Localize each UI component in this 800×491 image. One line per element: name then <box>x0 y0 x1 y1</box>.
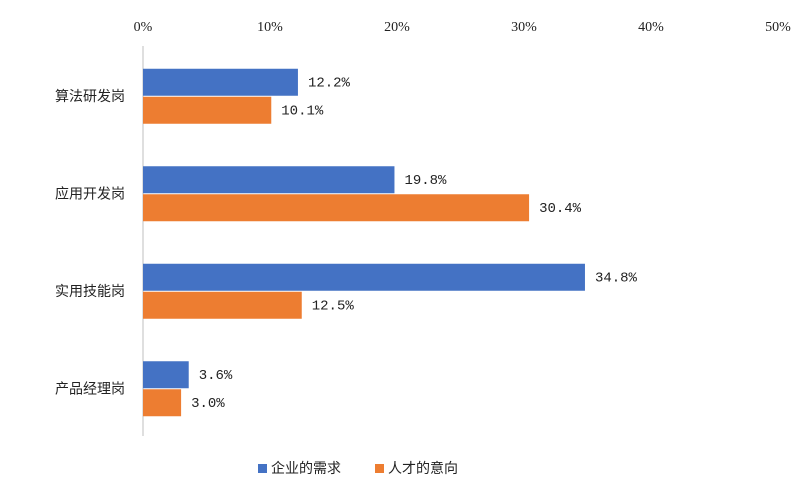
bar <box>143 361 189 389</box>
x-tick-label: 50% <box>765 20 791 35</box>
bar <box>143 194 530 222</box>
bar <box>143 291 302 319</box>
data-label: 3.0% <box>191 396 225 412</box>
bar <box>143 96 272 124</box>
bar <box>143 166 395 194</box>
x-tick-label: 40% <box>638 20 664 35</box>
y-tick-label: 算法研发岗 <box>55 89 125 105</box>
y-tick-label: 产品经理岗 <box>55 381 125 397</box>
legend-label: 人才的意向 <box>388 460 458 477</box>
data-label: 34.8% <box>595 270 638 286</box>
x-tick-label: 30% <box>511 20 537 35</box>
bar <box>143 68 298 96</box>
data-label: 3.6% <box>199 368 233 384</box>
data-label: 30.4% <box>539 201 582 217</box>
legend-label: 企业的需求 <box>271 460 341 477</box>
legend-swatch <box>375 464 384 473</box>
x-tick-label: 0% <box>134 20 153 35</box>
bar <box>143 389 182 417</box>
data-label: 12.5% <box>312 298 355 314</box>
bar <box>143 263 585 291</box>
data-label: 19.8% <box>404 173 447 189</box>
x-tick-label: 10% <box>257 20 283 35</box>
legend-swatch <box>258 464 267 473</box>
x-tick-label: 20% <box>384 20 410 35</box>
data-label: 10.1% <box>281 103 324 119</box>
y-tick-label: 应用开发岗 <box>55 185 125 202</box>
data-label: 12.2% <box>308 75 351 91</box>
y-tick-label: 实用技能岗 <box>55 284 125 300</box>
